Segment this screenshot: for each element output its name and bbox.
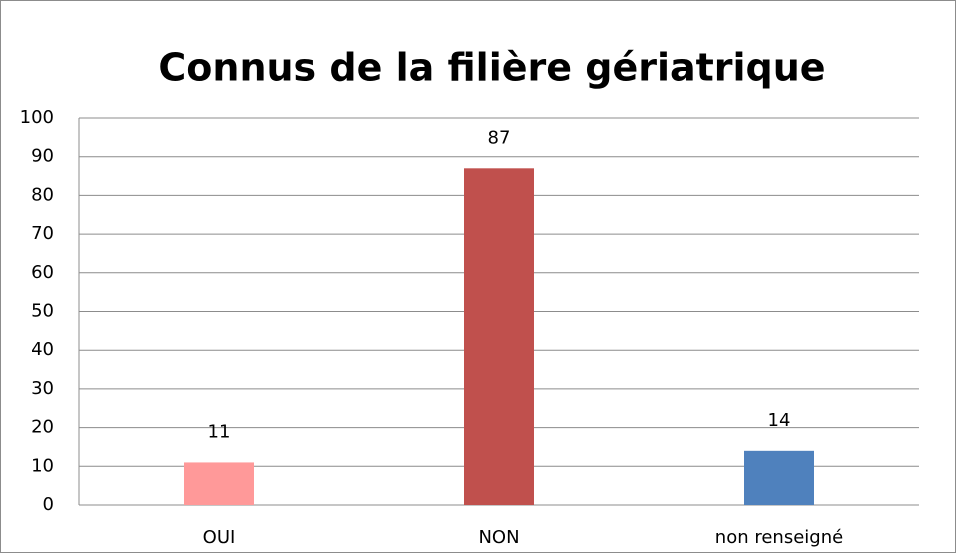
bar <box>184 462 254 505</box>
y-tick-label: 100 <box>20 107 54 128</box>
x-tick-label: OUI <box>203 527 236 548</box>
y-tick-label: 10 <box>31 455 54 476</box>
y-tick-label: 50 <box>31 301 54 322</box>
bar <box>744 450 814 505</box>
data-label: 87 <box>488 127 511 148</box>
x-tick-label: NON <box>478 527 519 548</box>
y-tick-label: 0 <box>43 494 54 515</box>
x-tick-label: non renseigné <box>715 527 843 548</box>
y-tick-label: 70 <box>31 223 54 244</box>
chart-title: Connus de la filière gériatrique <box>158 46 825 90</box>
data-label: 11 <box>208 421 231 442</box>
y-tick-label: 40 <box>31 339 54 360</box>
y-tick-label: 60 <box>31 262 54 283</box>
y-tick-label: 80 <box>31 184 54 205</box>
y-tick-label: 30 <box>31 378 54 399</box>
y-tick-label: 20 <box>31 417 54 438</box>
data-label: 14 <box>768 410 791 431</box>
y-tick-label: 90 <box>31 146 54 167</box>
bar <box>464 168 534 505</box>
